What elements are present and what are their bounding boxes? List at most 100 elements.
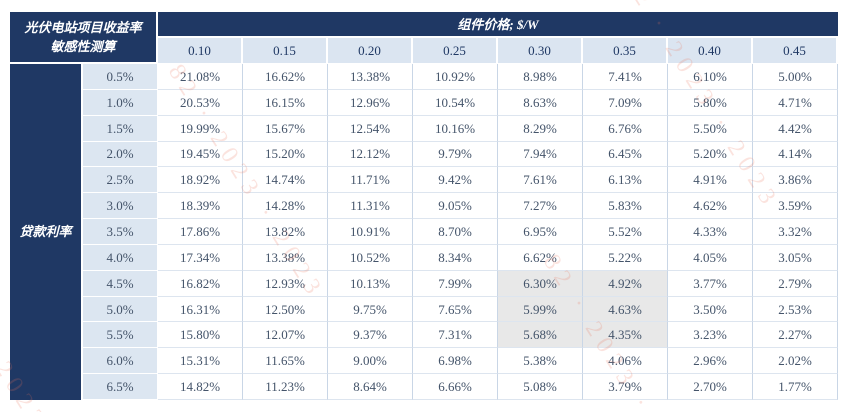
data-cell: 11.31% [328,193,413,220]
data-cell: 5.22% [583,244,668,271]
data-cell: 18.92% [158,167,243,194]
data-cell: 10.92% [413,64,498,90]
row-header-cell: 6.5% [83,374,158,400]
data-cell: 2.96% [668,348,753,375]
col-header-cell: 0.30 [498,38,583,64]
data-cell: 9.00% [328,348,413,375]
row-group-header: 贷款利率 [10,64,83,400]
data-cell: 4.06% [583,348,668,375]
data-cell: 3.50% [668,296,753,323]
data-cell: 13.38% [328,64,413,90]
col-header-cell: 0.40 [668,38,753,64]
data-cell: 5.20% [668,141,753,168]
data-cell: 10.54% [413,89,498,116]
data-cell: 9.79% [413,141,498,168]
data-cell: 16.15% [243,89,328,116]
data-cell: 7.31% [413,322,498,349]
data-cell: 6.10% [668,64,753,90]
row-header-cell: 6.0% [83,348,158,375]
col-header-cell: 0.20 [328,38,413,64]
data-cell: 19.45% [158,141,243,168]
data-cell: 4.92% [583,270,668,297]
row-header-cell: 3.0% [83,193,158,220]
data-cell: 11.23% [243,374,328,400]
data-cell: 7.94% [498,141,583,168]
data-cell: 2.53% [753,296,838,323]
data-cell: 7.65% [413,296,498,323]
data-cell: 4.05% [668,244,753,271]
data-cell: 3.86% [753,167,838,194]
col-header-cell: 0.15 [243,38,328,64]
row-header-cell: 5.5% [83,322,158,349]
data-cell: 10.52% [328,244,413,271]
data-cell: 10.91% [328,219,413,245]
data-cell: 4.62% [668,193,753,220]
data-cell: 2.02% [753,348,838,375]
data-cell: 12.54% [328,115,413,142]
data-cell: 2.70% [668,374,753,400]
col-header-cell: 0.35 [583,38,668,64]
row-header-cell: 2.0% [83,141,158,168]
data-cell: 13.82% [243,219,328,245]
data-cell: 8.29% [498,115,583,142]
data-cell: 12.12% [328,141,413,168]
data-cell: 12.93% [243,270,328,297]
data-cell: 5.08% [498,374,583,400]
data-cell: 3.05% [753,244,838,271]
data-cell: 8.34% [413,244,498,271]
data-cell: 5.38% [498,348,583,375]
col-header-cell: 0.10 [158,38,243,64]
data-cell: 8.70% [413,219,498,245]
data-cell: 4.71% [753,89,838,116]
table-title-line2: 敏感性测算 [50,39,116,54]
data-cell: 16.62% [243,64,328,90]
table-title-line1: 光伏电站项目收益率 [24,20,142,35]
data-cell: 17.34% [158,244,243,271]
data-cell: 2.79% [753,270,838,297]
data-cell: 5.83% [583,193,668,220]
data-cell: 20.53% [158,89,243,116]
data-cell: 8.63% [498,89,583,116]
data-cell: 7.41% [583,64,668,90]
data-cell: 8.64% [328,374,413,400]
table-title-cell: 光伏电站项目收益率 敏感性测算 [10,12,158,64]
data-cell: 2.27% [753,322,838,349]
data-cell: 15.20% [243,141,328,168]
data-cell: 4.42% [753,115,838,142]
data-cell: 8.98% [498,64,583,90]
data-cell: 16.82% [158,270,243,297]
data-cell: 5.00% [753,64,838,90]
data-cell: 6.45% [583,141,668,168]
data-cell: 4.91% [668,167,753,194]
data-cell: 12.50% [243,296,328,323]
data-cell: 4.35% [583,322,668,349]
data-cell: 5.52% [583,219,668,245]
row-header-cell: 1.5% [83,115,158,142]
data-cell: 17.86% [158,219,243,245]
data-cell: 10.16% [413,115,498,142]
data-cell: 9.37% [328,322,413,349]
data-cell: 6.98% [413,348,498,375]
row-header-cell: 2.5% [83,167,158,194]
row-header-cell: 0.5% [83,64,158,90]
data-cell: 13.38% [243,244,328,271]
data-cell: 9.42% [413,167,498,194]
row-header-cell: 3.5% [83,219,158,245]
data-cell: 10.13% [328,270,413,297]
data-cell: 3.59% [753,193,838,220]
data-cell: 12.07% [243,322,328,349]
data-cell: 21.08% [158,64,243,90]
data-cell: 4.14% [753,141,838,168]
data-cell: 6.76% [583,115,668,142]
data-cell: 7.27% [498,193,583,220]
data-cell: 5.80% [668,89,753,116]
data-cell: 19.99% [158,115,243,142]
col-header-cell: 0.25 [413,38,498,64]
data-cell: 6.95% [498,219,583,245]
column-group-header: 组件价格; $/W [158,12,838,38]
data-cell: 15.67% [243,115,328,142]
data-cell: 3.23% [668,322,753,349]
data-cell: 7.99% [413,270,498,297]
data-cell: 9.05% [413,193,498,220]
